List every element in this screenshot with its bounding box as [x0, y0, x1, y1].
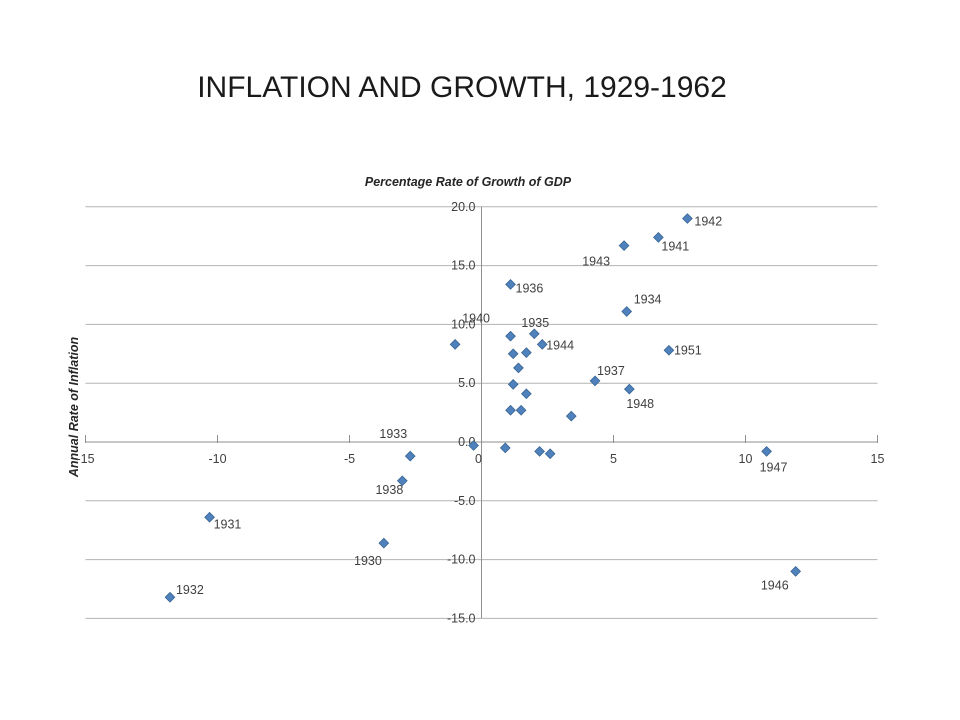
data-point	[515, 404, 527, 416]
growth-axis-title: Percentage Rate of Growth of GDP	[364, 175, 572, 189]
point-label-1944: 1944	[546, 338, 574, 352]
data-point-1948	[623, 383, 635, 395]
data-point-1942	[682, 213, 693, 224]
data-point-1932	[164, 591, 176, 603]
x-tick-label: -15	[76, 452, 94, 466]
y-tick-label: 5.0	[458, 376, 475, 390]
point-label-1938: 1938	[375, 483, 403, 497]
data-point-1944	[536, 339, 548, 350]
point-label-1942: 1942	[694, 215, 722, 229]
data-point-1931	[204, 511, 215, 523]
data-point	[505, 404, 516, 416]
point-label-1940: 1940	[462, 311, 490, 325]
data-point	[499, 442, 511, 454]
point-label-1935: 1935	[521, 316, 549, 330]
y-tick-label: -5.0	[454, 494, 476, 508]
point-label-1946: 1946	[761, 578, 789, 592]
data-point-1951	[663, 344, 675, 356]
data-point	[521, 347, 532, 358]
point-label-1931: 1931	[214, 517, 242, 531]
point-label-1930: 1930	[354, 554, 382, 568]
point-label-1943: 1943	[582, 255, 610, 269]
data-point-1940	[449, 339, 461, 350]
point-label-1933: 1933	[379, 427, 407, 441]
point-label-1947: 1947	[760, 460, 788, 474]
y-tick-label: 15.0	[451, 259, 475, 273]
y-tick-label: -15.0	[447, 611, 476, 625]
point-label-1951: 1951	[674, 343, 702, 357]
data-point-1946	[790, 565, 802, 577]
data-point-1930	[378, 537, 390, 549]
data-point-1938	[396, 475, 408, 487]
data-point	[565, 410, 577, 422]
x-tick-label: 5	[610, 452, 617, 466]
y-tick-label: 20.0	[451, 200, 475, 214]
point-label-1937: 1937	[597, 364, 625, 378]
data-point-1943	[618, 240, 630, 251]
data-point	[505, 330, 516, 342]
x-tick-label: 15	[871, 452, 885, 466]
data-point-1933	[404, 450, 416, 462]
x-tick-label: -5	[344, 452, 355, 466]
y-tick-label: 10.0	[451, 317, 475, 331]
data-point-1947	[761, 446, 772, 457]
data-point	[513, 362, 524, 374]
data-point	[507, 348, 519, 360]
data-point	[534, 446, 545, 457]
data-point-1937	[589, 375, 601, 387]
point-label-1948: 1948	[626, 397, 654, 411]
data-point-1941	[653, 232, 664, 243]
data-point	[507, 379, 519, 390]
point-label-1934: 1934	[634, 292, 662, 306]
data-point-1935	[528, 328, 540, 340]
data-point	[544, 448, 556, 460]
data-point	[521, 388, 532, 400]
data-point-1934	[621, 306, 633, 317]
point-label-1941: 1941	[661, 239, 689, 253]
y-tick-label: -10.0	[447, 553, 476, 567]
point-label-1936: 1936	[516, 281, 544, 295]
point-label-1932: 1932	[176, 583, 204, 597]
chart-title: INFLATION AND GROWTH, 1929-1962	[197, 71, 727, 104]
data-point-1936	[505, 279, 516, 290]
x-tick-label: 10	[739, 452, 753, 466]
x-tick-label: -10	[208, 452, 226, 466]
data-point	[468, 440, 479, 451]
x-tick-label: 0	[475, 452, 482, 466]
